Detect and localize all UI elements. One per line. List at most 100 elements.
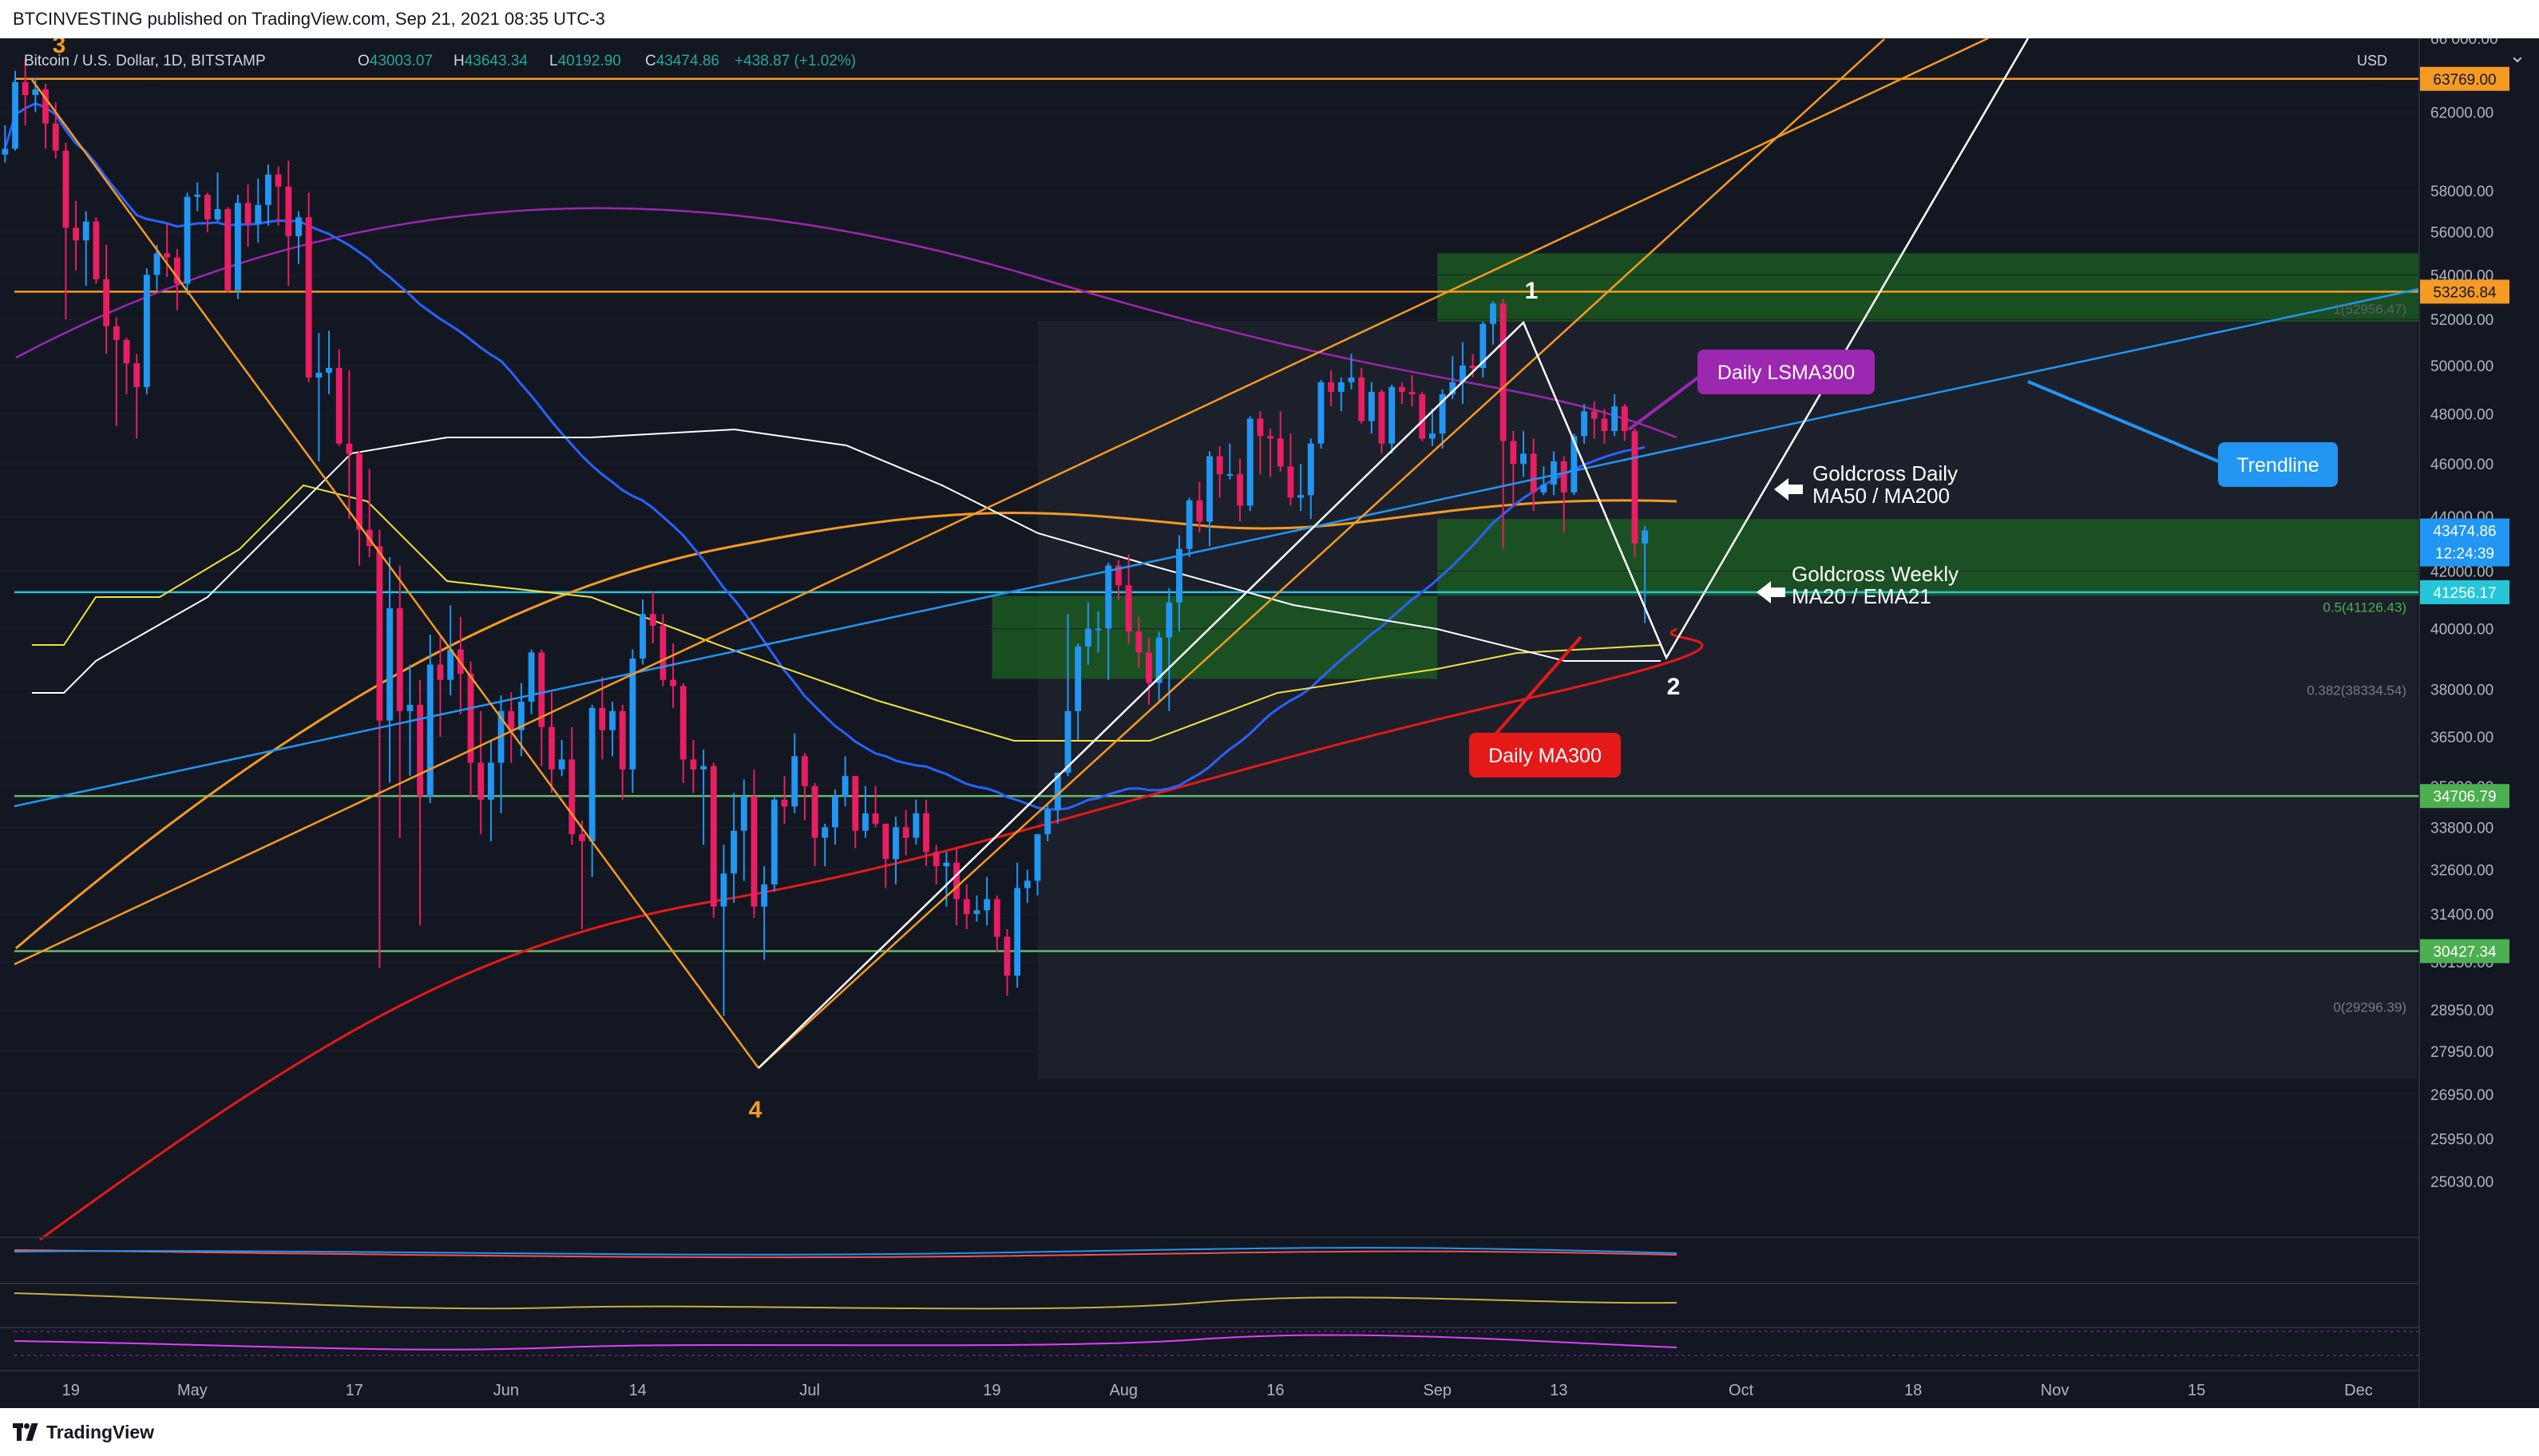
price-tag-box [2420,784,2509,809]
candle-body [1287,466,1294,498]
time-tick-label: Jun [493,1382,519,1399]
candle-body [1267,436,1273,439]
candle-body [93,221,100,279]
candle-body [1611,406,1618,432]
goldcross-weekly-text: Goldcross Weekly [1792,562,1959,586]
ma300-callout-box [1469,733,1621,777]
price-tick-label: 62000.00 [2430,105,2493,121]
price-tick-label: 52000.00 [2430,312,2493,329]
candle-body [173,257,180,284]
candle-body [1064,710,1071,774]
price-tick-label: 38000.00 [2430,682,2493,698]
candle-body [893,827,899,860]
candle-body [629,658,636,770]
candle-body [1186,500,1193,549]
wave-label-3: 3 [53,38,66,58]
candle-body [1490,303,1496,324]
publish-header: BTCINVESTING published on TradingView.co… [0,0,2539,38]
price-tick-label: 66 000.00 [2430,38,2498,48]
trendline-callout-text: Trendline [2236,454,2319,477]
time-tick-label: May [177,1382,208,1399]
price-tag-box [2420,279,2509,304]
candle-body [1479,323,1487,368]
target-zone-2 [1437,519,2419,596]
candle-body [1590,411,1598,419]
candle-body [1216,456,1223,475]
candle-body [558,759,565,770]
time-tick-label: Dec [2344,1382,2373,1399]
time-tick-label: 17 [346,1382,363,1399]
candle-body [963,899,970,915]
candle-body [1571,436,1578,493]
candle-body [1226,474,1234,477]
target-zone-1 [1437,253,2419,322]
candle-body [913,813,920,838]
candle-body [224,208,232,291]
candle-body [1328,382,1335,392]
candle-body [113,326,120,340]
rsi-line [14,1334,1677,1351]
time-tick-label: 15 [2188,1382,2205,1399]
candle-body [204,194,211,220]
candle-body [619,710,626,770]
candle-body [660,625,667,680]
legend-ohlc-o: O43003.07 [358,53,433,69]
candle-body [1551,461,1557,485]
candle-body [700,766,707,770]
candle-body [396,607,403,711]
price-axis[interactable] [2419,38,2539,1408]
time-tick-label: 13 [1550,1382,1567,1399]
axis-settings-icon[interactable]: ⌄ [2509,43,2526,67]
fib-level-label: 0.5(41126.43) [2323,600,2406,615]
candle-body [1520,453,1527,465]
legend-change: +438.87 (+1.02%) [735,53,856,69]
price-tag-text: 41256.17 [2433,585,2496,602]
time-tick-label: 16 [1266,1382,1284,1399]
candle-body [508,710,515,730]
candle-body [1257,418,1264,437]
candle-body [234,203,241,291]
candle-body [1581,411,1588,437]
price-tag-box [2420,66,2509,91]
trendline [14,287,2420,808]
candle-body [1378,391,1385,444]
candle-body [1530,453,1537,493]
price-tick-label: 26950.00 [2430,1087,2493,1104]
price-tag: 63769.00 [2420,66,2509,91]
candle-body [973,910,980,915]
candle-body [1631,431,1638,544]
candle-body [710,766,717,907]
candle-body [1601,418,1608,432]
candle-body [872,813,879,824]
candle-body [1084,628,1091,647]
chart-area[interactable]: 1(52956.47) 0.5(41126.43) 0.382(38334.54) 0… [0,31,2539,1408]
price-chart[interactable]: 1(52956.47) 0.5(41126.43) 0.382(38334.54) 0… [0,31,2539,1408]
wave-label-1: 1 [1525,278,1539,304]
trendline-callout-box [2218,442,2338,487]
publish-info: BTCINVESTING published on TradingView.co… [13,9,605,29]
candle-body [822,827,829,838]
candle-body [133,363,141,387]
macd-line [14,1247,1677,1256]
candle-body [477,762,485,800]
price-tick-label: 25950.00 [2430,1132,2493,1149]
time-tick-label: 19 [983,1382,1000,1399]
candle-body [1439,394,1446,434]
price-tag: 34706.79 [2420,784,2509,809]
candle-body [335,367,343,444]
candle-body [528,652,535,702]
candle-body [265,174,271,205]
candle-body [1460,366,1466,382]
price-tag-text: 30427.34 [2433,944,2497,961]
goldcross-daily-text: Goldcross Daily [1812,461,1958,485]
price-tag-box [2420,939,2509,963]
ma300-callout-text: Daily MA300 [1488,745,1602,767]
candle-body [214,208,221,220]
fib-level-label: 0.382(38334.54) [2307,682,2406,698]
tradingview-logo[interactable]: TradingView [13,1419,154,1445]
candle-body [1419,394,1426,439]
candle-body [447,649,454,680]
goldcross-weekly-text: MA20 / EMA21 [1792,584,1931,608]
candle-body [599,707,606,730]
candle-body [1044,809,1052,835]
